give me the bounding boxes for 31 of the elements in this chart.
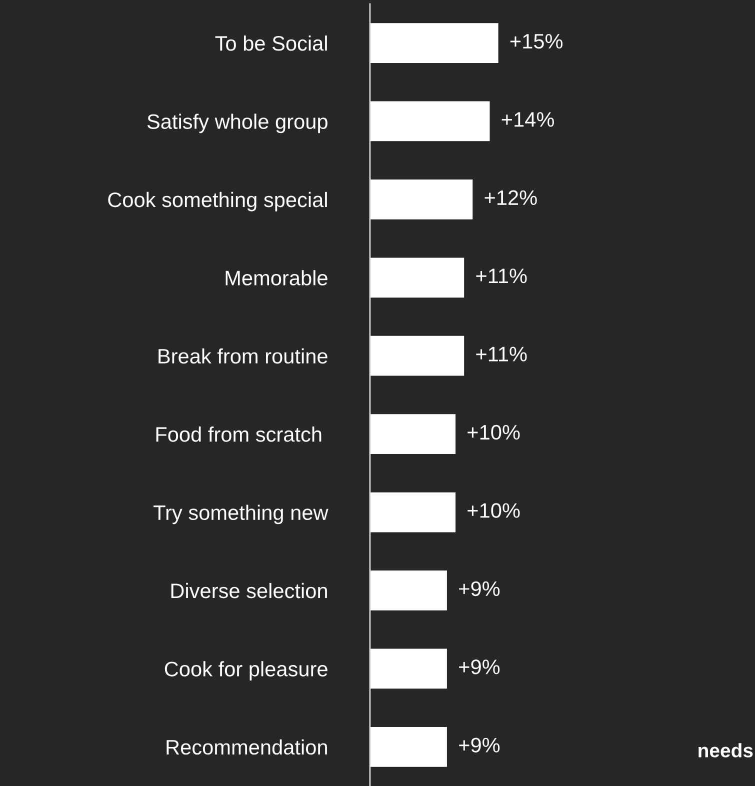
bar xyxy=(370,648,447,689)
y-tick-label: Cook for pleasure xyxy=(164,661,328,681)
y-tick-label: Recommendation xyxy=(166,739,327,755)
data-label: +15% xyxy=(510,34,563,49)
data-label: +11% xyxy=(476,268,527,284)
bar xyxy=(370,414,456,454)
y-tick-label: Cook something special xyxy=(108,192,327,212)
y-tick-label: Try something new xyxy=(154,504,328,524)
bar xyxy=(370,570,447,610)
data-label: +9% xyxy=(459,738,500,752)
y-tick-label: Break from routine xyxy=(158,348,328,364)
data-label: +9% xyxy=(459,660,500,674)
data-label: +9% xyxy=(459,581,500,596)
bar xyxy=(370,336,464,376)
bar xyxy=(370,23,498,63)
bar xyxy=(370,180,473,220)
bar xyxy=(370,101,490,142)
y-tick-label: To be Social xyxy=(215,35,327,51)
y-tick-label: Diverse selection xyxy=(171,582,327,598)
y-tick-label: Memorable xyxy=(226,270,328,286)
data-label: +10% xyxy=(468,503,520,518)
data-label: +10% xyxy=(468,424,520,440)
bar xyxy=(370,492,456,532)
y-tick-label: Food from scratch xyxy=(156,426,322,442)
data-label: +14% xyxy=(502,112,554,127)
bar xyxy=(370,726,447,767)
y-tick-label: Satisfy whole group xyxy=(147,114,328,134)
data-label: +11% xyxy=(476,346,527,362)
data-label: +12% xyxy=(484,190,537,205)
annotation: needs xyxy=(698,743,753,758)
bar xyxy=(370,258,464,298)
